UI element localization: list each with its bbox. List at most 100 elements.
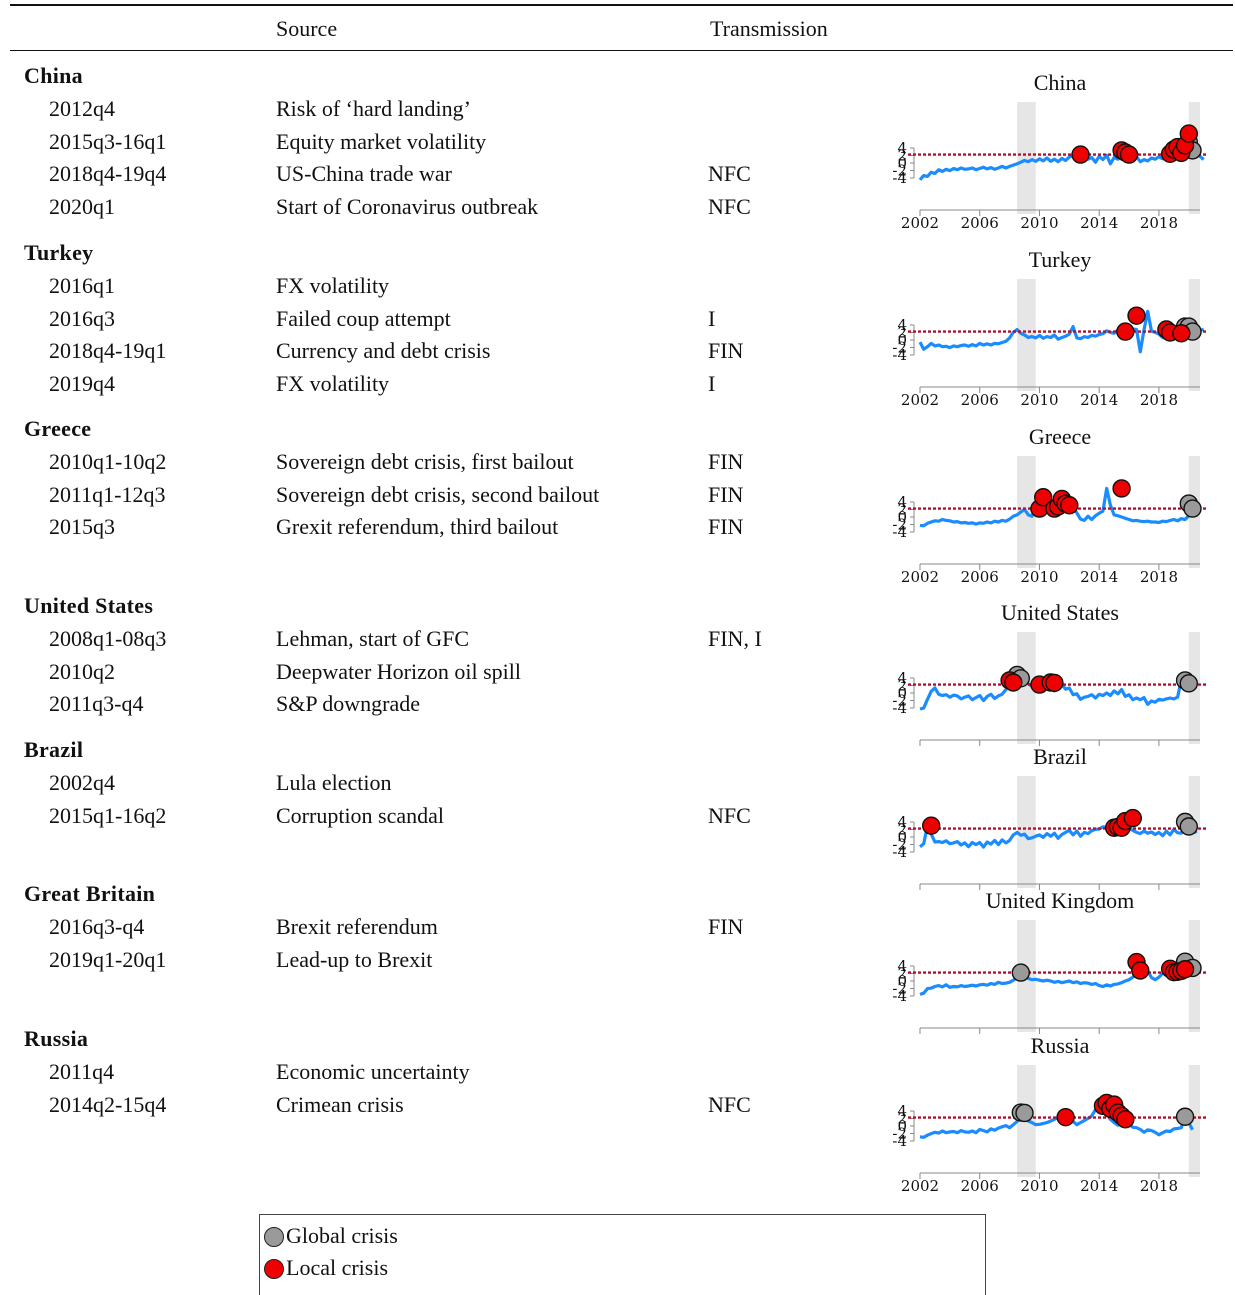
legend-global-label: Global crisis [286, 1223, 398, 1248]
event-source: Lead-up to Brexit [276, 946, 433, 972]
event-date: 2010q1-10q2 [49, 449, 167, 474]
y-tick-label: 4 [897, 1102, 907, 1120]
y-tick-label: -2 [892, 836, 907, 854]
legend: Global crisis Local crisis [259, 1214, 986, 1295]
local-crisis-marker [1071, 145, 1090, 164]
chart-united-kingdom: United Kingdom 4 2 0 -2 -4 [870, 886, 1220, 1051]
event-date: 2008q1-08q3 [49, 626, 167, 651]
event-date: 2016q1 [49, 273, 115, 298]
y-tick-label: 0 [897, 828, 907, 846]
event-transmission: FIN [708, 481, 744, 507]
country-heading: United States [24, 593, 154, 618]
event-transmission: FIN [708, 449, 744, 474]
x-tick-label: 2006 [961, 568, 999, 586]
index-series-line [918, 142, 1205, 181]
event-transmission: FIN, I [708, 626, 762, 651]
chart-title: Brazil [1033, 744, 1087, 769]
y-tick-label: 0 [897, 1117, 907, 1135]
x-tick-label: 2014 [1080, 568, 1118, 586]
chart-title: China [1034, 70, 1087, 95]
x-tick-label: 2002 [901, 568, 939, 586]
event-date: 2015q3 [49, 514, 115, 539]
x-tick-label: 2018 [1140, 568, 1178, 586]
y-tick-label: 2 [897, 677, 907, 695]
chart-turkey: Turkey 4 2 0 -2 -4 2002 2006 2010 2014 2018 [870, 245, 1220, 410]
y-tick-label: 0 [897, 684, 907, 702]
event-transmission: FIN [708, 514, 744, 539]
event-transmission: FIN [708, 338, 744, 363]
legend-item-global: Global crisis [264, 1223, 398, 1249]
y-tick-label: 4 [897, 813, 907, 831]
event-source: Failed coup attempt [276, 305, 451, 331]
y-tick-label: 2 [897, 324, 907, 342]
chart-russia: Russia 4 2 0 -2 -4 2002 2006 2010 2014 2018 [870, 1031, 1220, 1196]
x-tick-label: 2010 [1020, 1177, 1058, 1195]
country-heading: Greece [24, 416, 92, 441]
global-crisis-marker [1015, 1103, 1034, 1123]
event-transmission: NFC [708, 1091, 751, 1117]
country-heading: Turkey [24, 240, 94, 265]
index-series-line [918, 817, 1198, 849]
y-tick-label: 4 [897, 669, 907, 687]
event-date: 2015q1-16q2 [49, 802, 167, 828]
chart-svg: Greece 420-2-4 2002 2006 2010 2014 2018 [892, 424, 1208, 586]
event-source: Crimean crisis [276, 1091, 404, 1117]
x-tick-label: 2006 [961, 214, 999, 232]
local-crisis-marker [1123, 808, 1142, 828]
x-tick-label: 2010 [1020, 568, 1058, 586]
recession-shade [1017, 632, 1036, 744]
event-source: Brexit referendum [276, 914, 438, 939]
local-crisis-marker [1127, 306, 1146, 325]
y-tick-label: 4 [897, 957, 907, 975]
local-crisis-marker [1131, 961, 1150, 980]
event-source: FX volatility [276, 370, 390, 396]
local-crisis-marker [1004, 673, 1023, 692]
legend-local-marker [264, 1259, 284, 1279]
top-rule [10, 4, 1233, 6]
chart-svg: Russia 420-2-4 2002 2006 2010 2014 2018 [892, 1033, 1208, 1195]
event-transmission: NFC [708, 802, 751, 828]
event-source: Currency and debt crisis [276, 338, 491, 363]
index-series-line [919, 1103, 1194, 1139]
chart-title: United States [1001, 600, 1119, 625]
x-tick-label: 2018 [1140, 391, 1178, 409]
x-tick-label: 2010 [1020, 391, 1058, 409]
local-crisis-marker [1112, 479, 1131, 498]
local-crisis-marker [1179, 124, 1198, 143]
y-tick-label: 2 [897, 965, 907, 983]
x-tick-label: 2018 [1140, 214, 1178, 232]
event-date: 2018q4-19q1 [49, 338, 167, 363]
event-date: 2019q1-20q1 [49, 946, 167, 972]
event-date: 2018q4-19q4 [49, 161, 167, 186]
y-tick-label: 0 [897, 331, 907, 349]
y-tick-label: -2 [892, 980, 907, 998]
y-tick-label: 2 [897, 501, 907, 519]
local-crisis-marker [1116, 1110, 1135, 1129]
event-date: 2016q3-q4 [49, 914, 145, 939]
event-transmission: I [708, 305, 716, 331]
x-tick-label: 2002 [901, 1177, 939, 1195]
local-crisis-marker [1119, 145, 1139, 164]
y-tick-label: 0 [897, 508, 907, 526]
y-tick-label: 0 [897, 154, 907, 172]
chart-united-states: United States 4 2 0 -2 -4 [870, 598, 1220, 763]
event-source: Lehman, start of GFC [276, 626, 470, 651]
recession-shade [1017, 102, 1036, 214]
y-tick-label: -4 [892, 523, 907, 541]
country-heading: Brazil [24, 737, 84, 762]
event-source: Sovereign debt crisis, second bailout [276, 481, 600, 507]
local-crisis-marker [1045, 673, 1064, 693]
global-crisis-marker [1183, 499, 1202, 518]
y-tick-label: -2 [892, 1125, 907, 1143]
y-tick-label: -4 [892, 169, 907, 187]
event-transmission: NFC [708, 161, 751, 186]
legend-item-local: Local crisis [264, 1255, 388, 1281]
x-tick-label: 2014 [1080, 391, 1118, 409]
chart-svg: Turkey 420-2-4 2002 2006 2010 2014 2018 [892, 247, 1208, 409]
x-tick-label: 2006 [961, 1177, 999, 1195]
event-date: 2015q3-16q1 [49, 128, 167, 154]
country-heading: Russia [24, 1026, 89, 1051]
chart-title: Greece [1029, 424, 1091, 449]
event-source: Deepwater Horizon oil spill [276, 658, 521, 684]
x-tick-label: 2002 [901, 214, 939, 232]
